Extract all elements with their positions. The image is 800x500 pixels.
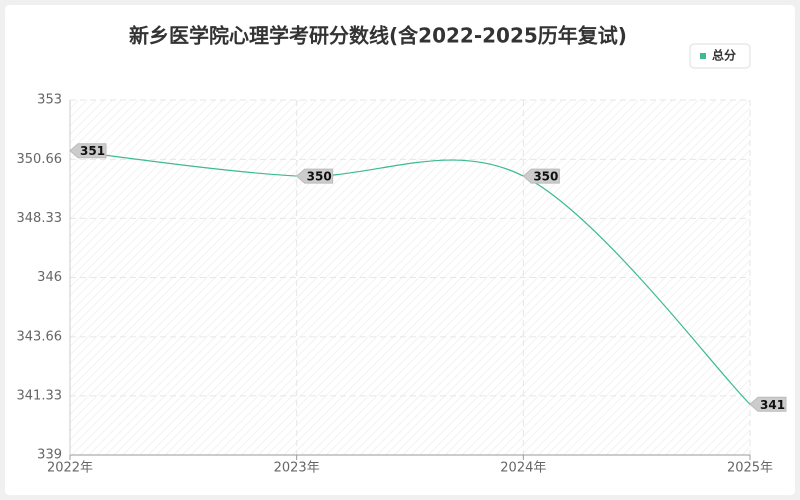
x-tick-label: 2025年: [727, 461, 773, 476]
y-tick-label: 346: [37, 270, 62, 285]
value-label: 341: [760, 398, 785, 412]
value-label-tag: [522, 168, 560, 184]
value-label-tag: [295, 168, 334, 184]
x-tick-label: 2024年: [500, 461, 546, 476]
y-tick-label: 339: [37, 448, 62, 463]
value-label-tag: [749, 396, 787, 412]
legend-swatch: [700, 53, 706, 59]
value-label: 350: [533, 170, 558, 184]
y-tick-label: 350.66: [17, 152, 63, 167]
x-tick-label: 2023年: [274, 461, 320, 476]
x-tick-label: 2022年: [47, 461, 93, 476]
legend-label: 总分: [712, 48, 736, 63]
y-tick-label: 353: [37, 93, 62, 108]
chart-title: 新乡医学院心理学考研分数线(含2022-2025历年复试): [129, 24, 627, 48]
value-label: 351: [80, 144, 105, 158]
y-tick-label: 343.66: [17, 329, 63, 344]
value-label-tag: [69, 143, 107, 159]
value-label: 350: [307, 170, 332, 184]
y-tick-label: 348.33: [17, 211, 63, 226]
y-tick-label: 341.33: [17, 388, 63, 403]
series-line: [69, 150, 751, 405]
legend-box[interactable]: [689, 43, 751, 69]
